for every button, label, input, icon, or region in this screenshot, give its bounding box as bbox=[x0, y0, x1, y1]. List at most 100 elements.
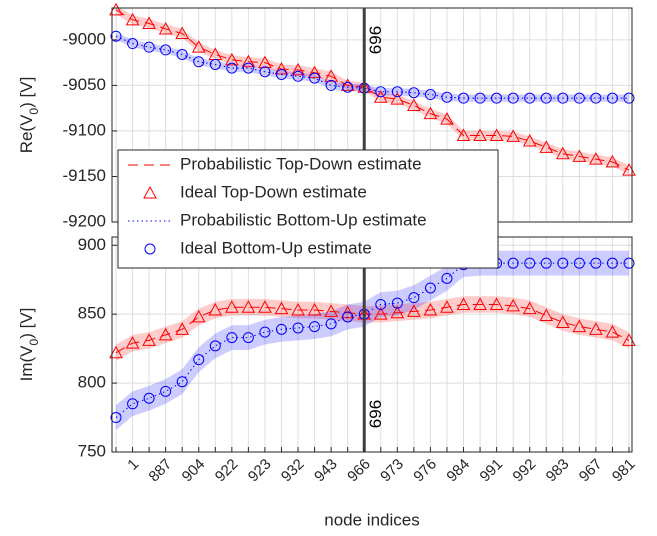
x-tick-label: 887 bbox=[146, 456, 176, 486]
marker bbox=[191, 309, 206, 323]
legend-label: Ideal Bottom-Up estimate bbox=[180, 238, 372, 257]
y-axis-label-part: Im(V bbox=[17, 345, 36, 382]
x-axis-label: node indices bbox=[324, 510, 419, 529]
marker bbox=[491, 92, 503, 104]
marker bbox=[573, 92, 585, 104]
marker bbox=[275, 68, 287, 80]
marker bbox=[226, 62, 238, 74]
marker bbox=[408, 87, 420, 99]
x-tick-label: 991 bbox=[477, 456, 507, 486]
marker bbox=[540, 257, 552, 269]
legend-label: Probabilistic Bottom-Up estimate bbox=[180, 210, 427, 229]
marker bbox=[241, 300, 256, 313]
marker bbox=[473, 297, 487, 311]
marker bbox=[175, 322, 190, 335]
x-tick-label: 981 bbox=[609, 456, 639, 486]
marker bbox=[226, 332, 238, 344]
marker bbox=[572, 319, 587, 333]
marker bbox=[292, 322, 304, 334]
uncertainty-band bbox=[116, 32, 629, 102]
marker bbox=[441, 272, 453, 284]
marker bbox=[291, 62, 305, 76]
marker bbox=[127, 398, 139, 410]
x-tick-label: 976 bbox=[410, 456, 440, 486]
marker bbox=[324, 69, 338, 82]
marker bbox=[325, 318, 337, 330]
marker bbox=[342, 81, 354, 93]
y-tick-label: -9050 bbox=[63, 75, 106, 94]
marker bbox=[555, 315, 570, 328]
marker bbox=[440, 112, 454, 125]
marker bbox=[458, 92, 470, 104]
marker bbox=[291, 303, 305, 316]
marker bbox=[473, 128, 487, 141]
marker bbox=[143, 392, 155, 404]
x-tick-label: 992 bbox=[510, 456, 540, 486]
marker bbox=[555, 146, 570, 160]
marker bbox=[224, 52, 239, 66]
legend-box bbox=[117, 149, 499, 269]
marker bbox=[258, 55, 272, 69]
y-axis-label-part: 0 bbox=[27, 108, 41, 115]
marker bbox=[143, 41, 155, 53]
marker bbox=[605, 154, 620, 168]
y-axis-label-part: ) [V] bbox=[17, 308, 36, 339]
marker bbox=[424, 89, 436, 101]
y-axis-label: Re(V0) [V] bbox=[17, 77, 41, 154]
x-tick-label: 984 bbox=[443, 456, 473, 486]
marker bbox=[158, 327, 173, 341]
marker bbox=[259, 326, 271, 338]
marker bbox=[325, 79, 337, 91]
marker bbox=[423, 303, 438, 316]
marker bbox=[258, 300, 272, 313]
marker bbox=[160, 44, 172, 56]
marker bbox=[539, 308, 554, 322]
marker bbox=[390, 92, 405, 105]
marker bbox=[142, 333, 156, 346]
marker bbox=[522, 301, 537, 315]
marker bbox=[524, 92, 536, 104]
marker bbox=[307, 303, 322, 316]
marker bbox=[158, 21, 173, 35]
y-tick-label: 900 bbox=[78, 235, 106, 254]
marker bbox=[407, 304, 421, 317]
y-tick-label: -9200 bbox=[63, 211, 106, 230]
marker bbox=[274, 61, 289, 75]
marker bbox=[242, 332, 254, 344]
marker bbox=[274, 301, 289, 315]
marker bbox=[522, 133, 537, 147]
marker bbox=[242, 62, 254, 74]
marker bbox=[127, 38, 139, 50]
x-tick-label: 967 bbox=[576, 456, 606, 486]
marker bbox=[292, 70, 304, 82]
marker bbox=[506, 129, 521, 142]
marker bbox=[573, 257, 585, 269]
x-tick-label: 932 bbox=[278, 456, 308, 486]
marker bbox=[540, 92, 552, 104]
marker bbox=[193, 354, 205, 366]
marker bbox=[193, 56, 205, 68]
marker bbox=[340, 305, 355, 319]
legend-marker bbox=[144, 243, 156, 255]
marker bbox=[309, 321, 321, 333]
marker bbox=[440, 300, 454, 313]
marker bbox=[109, 345, 123, 359]
marker bbox=[456, 297, 471, 311]
vertical-marker-label: 969 bbox=[366, 26, 385, 54]
x-tick-label: 966 bbox=[344, 456, 374, 486]
marker bbox=[109, 2, 123, 16]
marker bbox=[408, 292, 420, 304]
y-axis-label-part: Re(V bbox=[17, 114, 36, 153]
uncertainty-band bbox=[116, 250, 629, 430]
marker bbox=[589, 152, 603, 165]
marker bbox=[506, 298, 521, 312]
y-axis-label-part: 0 bbox=[27, 338, 41, 345]
marker bbox=[375, 299, 387, 311]
y-tick-label: 850 bbox=[78, 304, 106, 323]
y-tick-label: -9000 bbox=[63, 29, 106, 48]
legend-label: Ideal Top-Down estimate bbox=[180, 182, 367, 201]
marker bbox=[539, 140, 554, 153]
x-tick-label: 923 bbox=[245, 456, 275, 486]
x-tick-label: 904 bbox=[179, 456, 209, 486]
